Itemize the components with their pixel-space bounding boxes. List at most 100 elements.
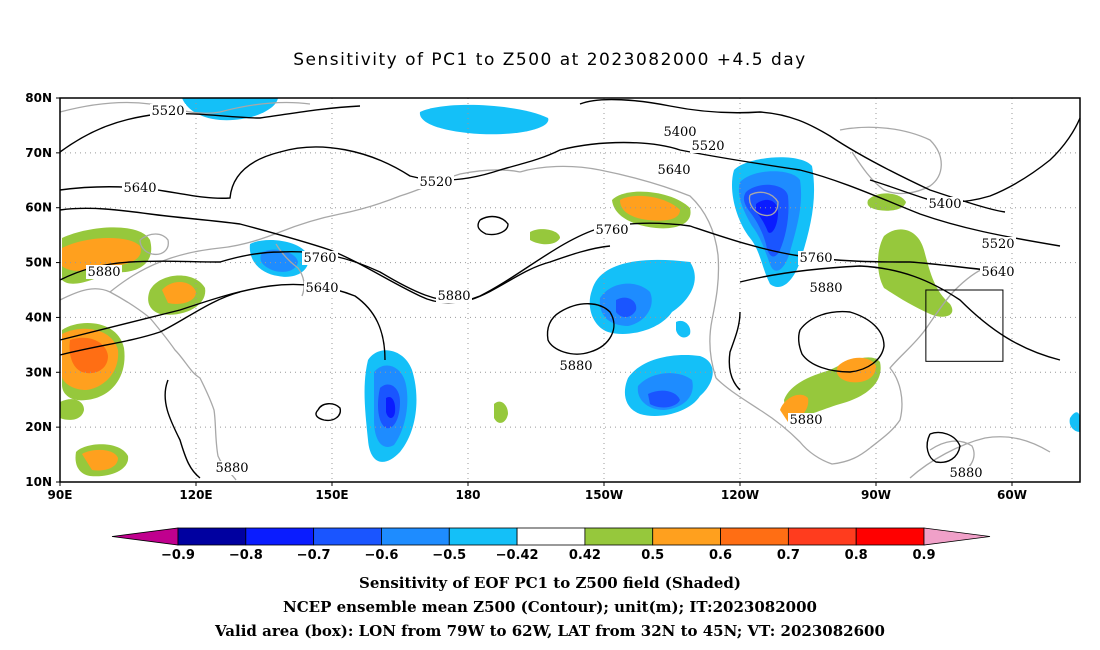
contour-label: 5880 [809,281,842,296]
lon-tick-label: 180 [455,488,480,502]
contour-label-bg [594,223,630,237]
coastline [59,288,237,481]
lon-tick-label: 150E [315,488,348,502]
z500-contour [926,431,961,464]
contour-label: 5640 [123,181,156,196]
coastline [519,165,720,379]
shading-region [162,281,196,304]
contour-label: 5760 [595,223,628,238]
page-title: Sensitivity of PC1 to Z500 at 2023082000… [293,50,807,70]
sensitivity-shading [60,98,1080,477]
colorbar-swatch [313,527,382,546]
coastline [909,436,1051,479]
colorbar-label: 0.6 [709,548,732,563]
contour-label: 5880 [789,413,822,428]
contour-label-bg [436,289,472,303]
contour-label-bg [418,175,454,189]
contour-label-bg [302,251,338,265]
z500-contour [546,303,615,355]
contour-label: 5520 [151,104,184,119]
colorbar-swatch [584,527,654,546]
coastline [869,267,986,449]
coastlines [59,101,1051,481]
coastline [109,169,521,293]
contour-label-bg [150,104,186,118]
colorbar-label: 0.42 [569,548,601,563]
colorbar-swatch [516,527,586,546]
lat-tick-label: 20N [25,420,52,434]
contour-label-bg [656,163,692,177]
contour-label: 5880 [87,265,120,280]
z500-contour [59,207,1011,304]
colorbar-label: 0.9 [912,548,935,563]
coastline [715,377,871,465]
contour-label-bg [788,413,824,427]
shading-region [386,396,396,418]
lat-tick-label: 80N [25,91,52,105]
caption-shading: Sensitivity of EOF PC1 to Z500 field (Sh… [359,574,741,592]
contour-label: 5880 [949,466,982,481]
contour-label-bg [558,359,594,373]
contour-label-bg [927,197,963,211]
map-frame [59,97,1081,483]
colorbar-label: −0.9 [161,548,195,563]
lon-tick-label: 90W [861,488,891,502]
shading-region [620,195,680,221]
shading-region [530,229,560,245]
colorbar-swatch [787,527,857,546]
contour-label: 5520 [691,139,724,154]
colorbar-max-arrow [923,527,991,546]
contour-label: 5640 [305,281,338,296]
shading-region [616,297,637,318]
z500-contour [315,403,341,422]
lon-tick-label: 150W [585,488,623,502]
colorbar: −0.9 −0.8 −0.7 −0.6 −0.5 −0.42 0.42 0.5 0.6 0.7 0.… [111,527,991,563]
shading-region [836,357,876,383]
z500-contour [59,245,611,302]
lon-tick-label: 90E [48,488,73,502]
contour-label-bg [948,466,984,480]
caption-valid-area: Valid area (box): LON from 79W to 62W, L… [215,622,885,640]
contour-label: 5880 [559,359,592,374]
z500-contour [59,105,361,153]
lat-tick-label: 30N [25,365,52,379]
z500-contour [477,215,509,236]
contour-label-bg [214,461,250,475]
z500-contour [59,291,241,356]
colorbar-label: −0.7 [297,548,331,563]
shading-region [60,399,84,420]
z500-contour [728,311,741,391]
lat-tick-label: 70N [25,146,52,160]
contour-label: 5640 [657,163,690,178]
contour-label: 5520 [981,237,1014,252]
contour-label-bg [304,281,340,295]
coastline [748,191,779,217]
colorbar-swatch [177,527,247,546]
contour-label: 5880 [437,289,470,304]
colorbar-label: −0.6 [364,548,398,563]
valid-area-box [925,289,1004,362]
contour-label-bg [980,237,1016,251]
z500-contour [739,265,1061,361]
lat-tick-label: 50N [25,256,52,270]
colorbar-label: −0.42 [496,548,539,563]
contour-label-bg [808,281,844,295]
contour-labels: 5520540055205520564056405760576058805880… [86,104,1016,481]
contour-label-bg [690,139,726,153]
coastline [59,101,311,114]
contour-label: 5400 [663,125,696,140]
colorbar-swatch [448,527,518,546]
contour-label: 5760 [303,251,336,266]
lon-tick-label: 60W [997,488,1027,502]
z500-contour [579,98,1006,213]
coastline [839,126,942,195]
colorbar-swatch [652,527,721,546]
shading-region [494,401,508,423]
contour-label: 5520 [419,175,452,190]
colorbar-label: 0.7 [777,548,800,563]
lat-tick-label: 60N [25,201,52,215]
contour-label: 5400 [928,197,961,212]
colorbar-label: 0.5 [641,548,664,563]
caption-contour: NCEP ensemble mean Z500 (Contour); unit(… [283,598,817,616]
